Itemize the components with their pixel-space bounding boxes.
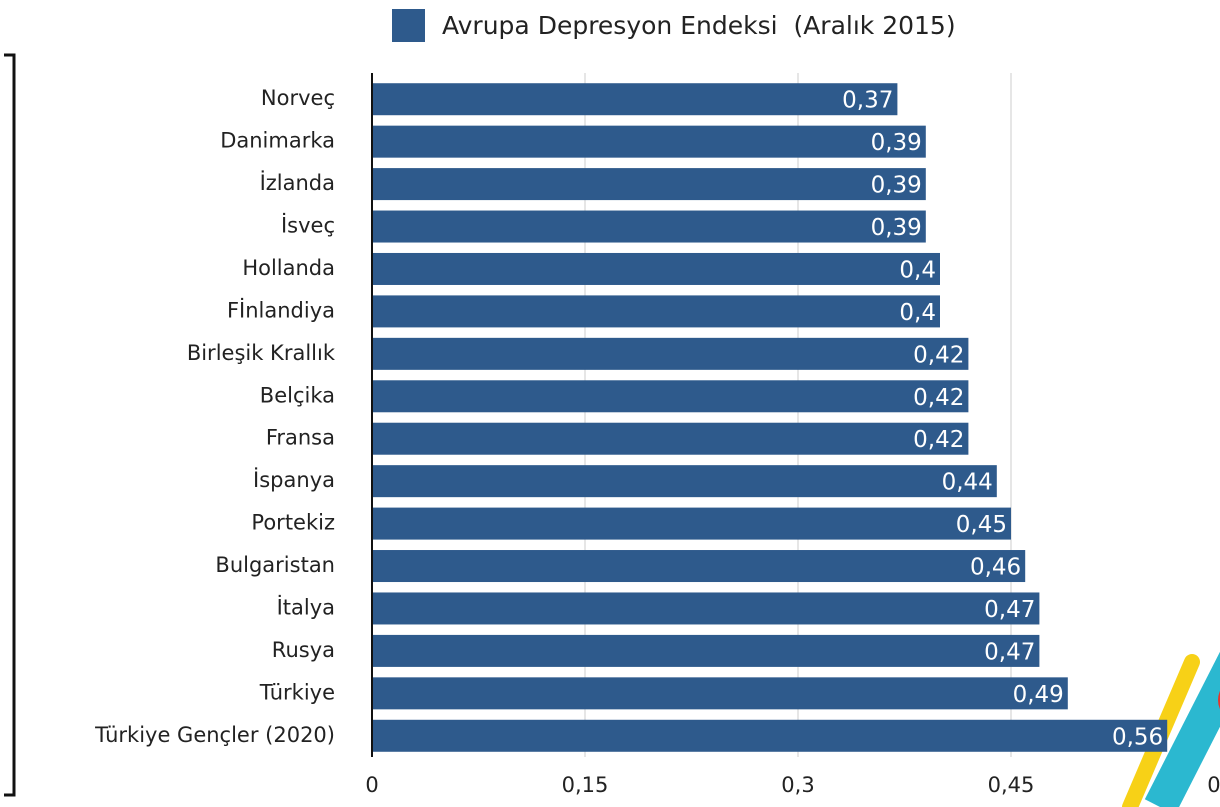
- x-tick-label: 0,15: [562, 773, 609, 797]
- bar: [372, 168, 926, 201]
- value-label: 0,49: [1013, 682, 1064, 708]
- value-label: 0,47: [984, 597, 1035, 623]
- y-tick-label: Birleşik Krallık: [187, 341, 336, 365]
- y-tick-label: İtalya: [277, 594, 335, 619]
- bar: [372, 380, 969, 413]
- y-tick-label: Norveç: [261, 86, 335, 110]
- y-tick-label: Bulgaristan: [215, 553, 335, 577]
- y-tick-label: Türkiye Gençler (2020): [94, 723, 335, 747]
- value-label: 0,37: [842, 88, 893, 114]
- value-label: 0,47: [984, 639, 1035, 665]
- y-tick-label: Türkiye: [259, 680, 335, 704]
- bar: [372, 252, 940, 285]
- bar: [372, 507, 1011, 540]
- y-tick-label: Belçika: [260, 383, 335, 407]
- bracket: [4, 53, 16, 797]
- y-tick-label: İzlanda: [260, 170, 335, 195]
- x-tick-label: 0,45: [988, 773, 1035, 797]
- bar: [372, 422, 969, 455]
- value-label: 0,39: [871, 130, 922, 156]
- y-tick-label: İsveç: [281, 213, 335, 238]
- value-label: 0,39: [871, 173, 922, 199]
- value-label: 0,42: [913, 342, 964, 368]
- bar: [372, 210, 926, 243]
- bar: [372, 550, 1026, 583]
- value-label: 0,4: [899, 257, 936, 283]
- y-tick-label: Fİnlandiya: [227, 297, 335, 322]
- legend-label: Avrupa Depresyon Endeksi (Aralık 2015): [442, 11, 956, 40]
- y-tick-label: İspanya: [253, 467, 335, 492]
- y-tick-label: Danimarka: [220, 129, 335, 153]
- bar: [372, 295, 940, 328]
- x-tick-label: 0,3: [781, 773, 814, 797]
- bar: [372, 677, 1068, 710]
- x-tick-label: 0,6: [1207, 773, 1220, 797]
- x-tick-label: 0: [365, 773, 378, 797]
- bar: [372, 465, 997, 498]
- y-tick-label: Portekiz: [251, 511, 335, 535]
- y-tick-label: Fransa: [266, 426, 335, 450]
- bar: [372, 719, 1168, 752]
- bar: [372, 337, 969, 370]
- legend-swatch: [392, 9, 425, 42]
- value-label: 0,45: [956, 512, 1007, 538]
- value-label: 0,42: [913, 427, 964, 453]
- bar: [372, 634, 1040, 667]
- value-label: 0,39: [871, 215, 922, 241]
- value-label: 0,42: [913, 385, 964, 411]
- value-label: 0,46: [970, 555, 1021, 581]
- value-label: 0,44: [942, 470, 993, 496]
- value-label: 0,56: [1112, 724, 1163, 750]
- y-tick-label: Rusya: [272, 638, 335, 662]
- bar: [372, 125, 926, 158]
- bar: [372, 83, 898, 116]
- y-tick-label: Hollanda: [242, 256, 335, 280]
- bar: [372, 592, 1040, 625]
- value-label: 0,4: [899, 300, 936, 326]
